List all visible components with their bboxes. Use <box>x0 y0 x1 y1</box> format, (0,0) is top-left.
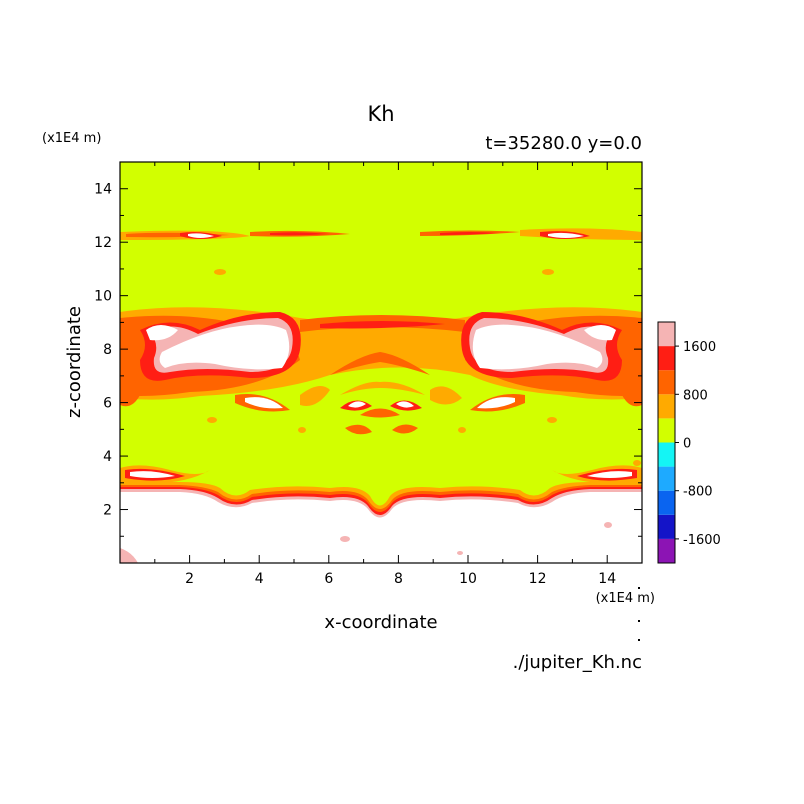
x-axis-ticks: 2 4 6 8 10 12 14 <box>154 162 616 587</box>
y-axis-ticks: 2 4 6 8 10 12 14 <box>94 182 642 537</box>
plot-frame <box>119 161 643 564</box>
lower-region <box>120 465 642 563</box>
colorbar-swatch <box>658 370 675 395</box>
colorbar: -1600 -800 0 800 1600 <box>657 321 721 564</box>
y-tick-label: 6 <box>103 396 112 412</box>
x-tick-label: 14 <box>598 571 616 587</box>
upper-band <box>120 228 642 240</box>
x-tick-label: 6 <box>324 571 333 587</box>
colorbar-swatch <box>658 466 675 491</box>
x-axis-label: x-coordinate <box>324 612 437 633</box>
y-tick-label: 10 <box>94 289 112 305</box>
x-unit-label: (x1E4 m) <box>596 591 655 606</box>
footer-dots <box>638 587 640 641</box>
colorbar-swatch <box>658 514 675 539</box>
y-axis-label: z-coordinate <box>64 306 85 418</box>
colorbar-swatch <box>658 538 675 563</box>
chart-subtitle: t=35280.0 y=0.0 <box>485 133 642 154</box>
colorbar-swatch <box>658 442 675 467</box>
y-tick-label: 2 <box>103 503 112 519</box>
colorbar-tick-label: -1600 <box>683 533 721 548</box>
middle-band <box>120 307 642 412</box>
colorbar-swatch <box>658 490 675 515</box>
colorbar-swatch <box>658 394 675 419</box>
central-features <box>300 352 462 435</box>
x-tick-label: 10 <box>459 571 477 587</box>
y-tick-label: 14 <box>94 182 112 198</box>
colorbar-swatch <box>658 322 675 347</box>
y-tick-label: 8 <box>103 342 112 358</box>
chart-title: Kh <box>367 102 394 126</box>
y-unit-label: (x1E4 m) <box>42 131 101 146</box>
x-tick-label: 2 <box>185 571 194 587</box>
colorbar-tick-label: -800 <box>683 485 713 500</box>
colorbar-tick-label: 0 <box>683 437 691 452</box>
colorbar-swatch <box>658 418 675 443</box>
colorbar-tick-label: 800 <box>683 388 708 403</box>
footer-filename: ./jupiter_Kh.nc <box>513 652 642 673</box>
x-tick-label: 12 <box>529 571 547 587</box>
y-tick-label: 4 <box>103 449 112 465</box>
x-tick-label: 4 <box>255 571 264 587</box>
heatmap-plot <box>120 162 642 563</box>
colorbar-tick-label: 1600 <box>683 340 716 355</box>
colorbar-swatch <box>658 346 675 371</box>
y-tick-label: 12 <box>94 235 112 251</box>
x-tick-label: 8 <box>394 571 403 587</box>
specks <box>207 269 641 466</box>
